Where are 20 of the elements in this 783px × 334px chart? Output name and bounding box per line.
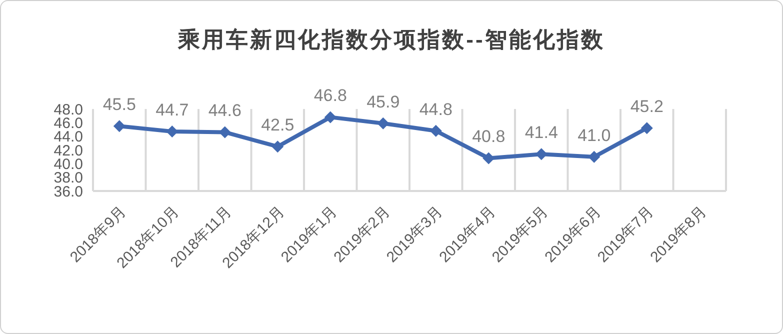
point: [640, 122, 653, 134]
data-label: 42.5: [261, 116, 294, 135]
data-label: 45.9: [366, 92, 400, 112]
point: [377, 117, 390, 130]
point: [324, 111, 336, 124]
data-label: 41.4: [524, 123, 558, 142]
data-label: 45.5: [102, 95, 136, 114]
chart-title: 乘用车新四化指数分项指数--智能化指数: [176, 26, 606, 54]
point: [482, 152, 495, 164]
data-label: 40.8: [472, 127, 506, 146]
point: [113, 120, 126, 132]
data-label: 44.8: [419, 100, 452, 119]
data-label: 45.2: [630, 97, 664, 116]
point: [588, 150, 600, 163]
data-label: 41.0: [578, 126, 611, 145]
data-label: 44.7: [156, 100, 189, 120]
data-label: 46.8: [314, 86, 347, 106]
point: [430, 124, 442, 137]
data-label: 44.6: [208, 101, 242, 120]
point: [272, 140, 284, 153]
